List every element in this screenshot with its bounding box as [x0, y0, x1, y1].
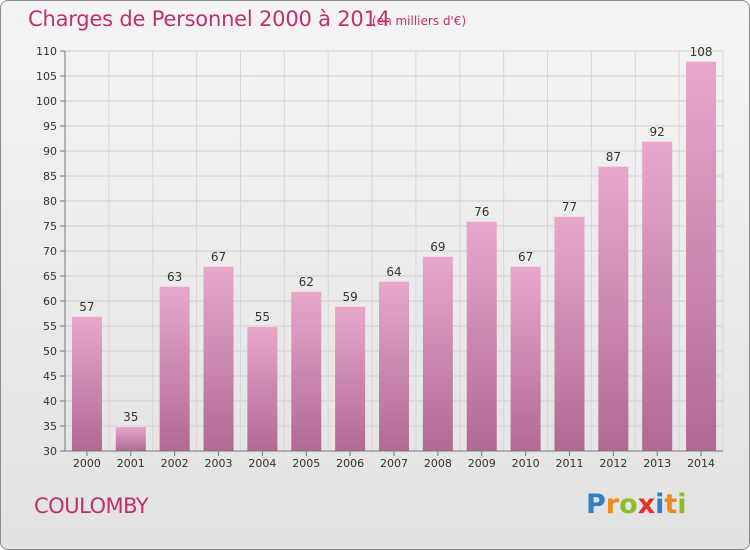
y-tick-label: 35: [43, 420, 57, 433]
bar: [335, 306, 366, 451]
y-tick-label: 80: [43, 195, 57, 208]
logo-letter: i: [655, 489, 665, 520]
bar: [379, 281, 409, 451]
y-tick-label: 55: [43, 320, 57, 333]
y-tick-label: 40: [43, 395, 57, 408]
bar: [422, 256, 453, 451]
value-label: 55: [255, 310, 270, 324]
commune-name: COULOMBY: [34, 494, 149, 518]
logo-letter: t: [664, 489, 678, 520]
logo-letter: r: [605, 489, 620, 520]
y-tick-label: 50: [43, 345, 57, 358]
value-label: 76: [474, 205, 489, 219]
value-label: 35: [123, 410, 138, 424]
x-tick-label: 2014: [687, 457, 715, 470]
value-label: 77: [562, 200, 577, 214]
value-label: 69: [430, 240, 445, 254]
bars: [71, 61, 717, 451]
x-tick-label: 2002: [161, 457, 189, 470]
value-label: 64: [386, 265, 401, 279]
y-tick-label: 105: [36, 70, 57, 83]
chart-subtitle: (en milliers d'€): [372, 14, 467, 28]
logo-letter: o: [619, 489, 638, 520]
y-tick-label: 70: [43, 245, 57, 258]
bar: [598, 166, 629, 451]
x-tick-label: 2007: [380, 457, 408, 470]
y-tick-label: 100: [36, 95, 57, 108]
bar: [686, 61, 717, 451]
x-tick-label: 2004: [248, 457, 276, 470]
x-tick-label: 2001: [117, 457, 145, 470]
y-tick-label: 45: [43, 370, 57, 383]
y-tick-label: 60: [43, 295, 57, 308]
logo-letter: P: [586, 489, 606, 520]
bar: [115, 426, 146, 451]
chart-title: Charges de Personnel 2000 à 2014: [28, 7, 390, 31]
y-tick-label: 85: [43, 170, 57, 183]
bar: [642, 141, 673, 451]
axes: [60, 50, 723, 456]
x-tick-label: 2003: [205, 457, 233, 470]
x-tick-label: 2000: [73, 457, 101, 470]
x-tick-label: 2009: [468, 457, 496, 470]
bar: [510, 266, 541, 451]
value-label: 67: [518, 250, 533, 264]
labels: 30 35 40 45 50 55 60 65 70 75 80 85 90 95 100 105 110 57 2…: [36, 45, 715, 470]
value-label: 87: [606, 150, 621, 164]
x-tick-label: 2013: [643, 457, 671, 470]
x-tick-label: 2008: [424, 457, 452, 470]
bar: [247, 326, 278, 451]
bar: [554, 216, 585, 451]
value-label: 67: [211, 250, 226, 264]
y-tick-label: 65: [43, 270, 57, 283]
value-label: 57: [79, 300, 94, 314]
proxiti-logo: Proxiti: [586, 489, 687, 520]
y-tick-label: 90: [43, 145, 57, 158]
value-label: 63: [167, 270, 182, 284]
y-tick-label: 30: [43, 445, 57, 458]
logo-letter: i: [677, 489, 687, 520]
bar: [203, 266, 234, 451]
y-tick-label: 75: [43, 220, 57, 233]
x-tick-label: 2006: [336, 457, 364, 470]
value-label: 108: [690, 45, 713, 59]
value-label: 59: [342, 290, 357, 304]
bar: [466, 221, 497, 451]
logo-letter: x: [637, 489, 656, 520]
bar: [291, 291, 322, 451]
bar: [159, 286, 190, 451]
y-tick-label: 110: [36, 45, 57, 58]
x-tick-label: 2011: [555, 457, 583, 470]
x-tick-label: 2010: [512, 457, 540, 470]
y-tick-label: 95: [43, 120, 57, 133]
value-label: 62: [299, 275, 314, 289]
bar: [71, 316, 102, 451]
x-tick-label: 2005: [292, 457, 320, 470]
x-tick-label: 2012: [599, 457, 627, 470]
value-label: 92: [650, 125, 665, 139]
